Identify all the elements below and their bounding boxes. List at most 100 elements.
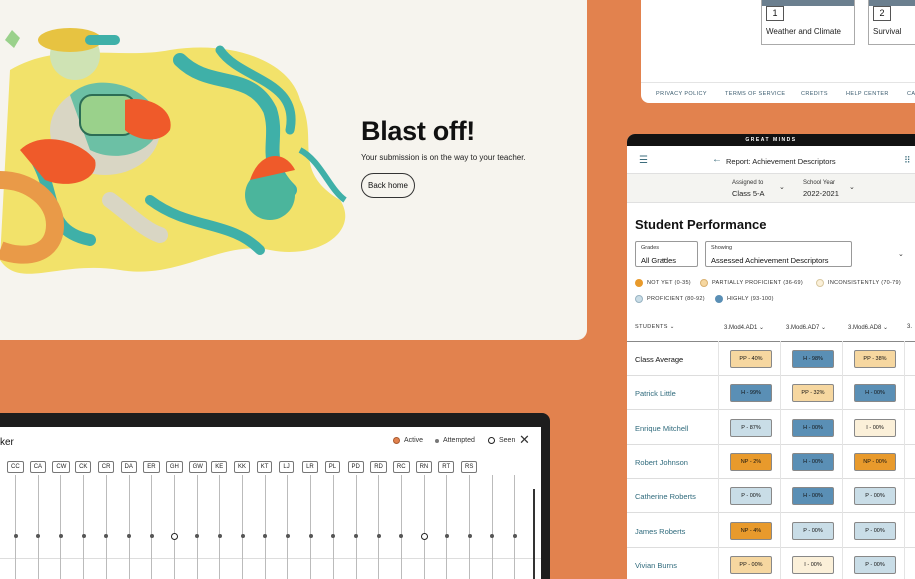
attempted-marker[interactable] [308,534,313,538]
score-badge[interactable]: P - 00% [730,487,772,506]
legend-label: NOT YET (0-35) [647,280,691,286]
letter-chip[interactable]: LR [302,461,318,473]
letter-chip[interactable]: RD [370,461,387,473]
score-badge[interactable]: H - 00% [792,452,834,471]
letter-chip[interactable]: RS [461,461,478,473]
attempted-marker[interactable] [13,534,18,538]
score-badge[interactable]: H - 99% [730,384,772,403]
letter-chip[interactable]: KE [211,461,228,473]
letter-chip[interactable]: KT [256,461,273,473]
score-badge[interactable]: P - 00% [854,487,896,506]
chevron-down-icon: ⌄ [821,325,827,331]
letter-chip[interactable]: CA [29,461,47,473]
attempted-marker[interactable] [127,534,131,538]
letter-chip[interactable]: RN [415,461,433,473]
score-badge[interactable]: PP - 00% [730,555,772,574]
apps-grid-icon[interactable]: ⠿ [904,155,911,165]
attempted-marker[interactable] [104,534,109,538]
attempted-marker[interactable] [399,534,404,538]
chevron-down-icon[interactable]: ⌄ [779,184,785,191]
score-badge[interactable]: P - 00% [854,555,896,574]
close-icon[interactable]: ✕ [519,432,530,447]
module-tile[interactable]: 2 Survival [868,0,915,45]
score-badge[interactable]: NP - 2% [730,452,772,471]
student-name-link[interactable]: James Roberts [635,526,686,536]
student-name-link[interactable]: Vivian Burns [635,560,677,570]
showing-select[interactable]: Showing Assessed Achievement Descriptors [705,241,852,267]
attempted-marker[interactable] [490,534,495,538]
column-header[interactable]: 3.Mod6.AD8 ⌄ [848,324,888,331]
letter-chip[interactable]: LJ [279,461,294,473]
attempted-marker[interactable] [512,534,517,538]
attempted-marker[interactable] [36,534,41,538]
student-name-link[interactable]: Enrique Mitchell [635,423,689,433]
attempted-marker[interactable] [444,534,449,538]
attempted-marker[interactable] [195,534,200,538]
letter-chip[interactable]: CC [7,461,24,473]
assigned-value[interactable]: Class 5-A [732,189,765,198]
letter-chip[interactable]: DA [120,461,137,473]
footer-link-ca[interactable]: CA [907,91,915,97]
chevron-down-icon[interactable]: ⌄ [849,184,855,191]
chevron-down-icon: ⌄ [669,324,675,330]
letter-chip[interactable]: ER [143,461,160,473]
attempted-marker[interactable] [467,534,472,538]
score-badge[interactable]: NP - 4% [730,521,772,540]
score-badge[interactable]: H - 00% [792,487,834,506]
school-year-value[interactable]: 2022-2021 [803,189,839,198]
letter-chip[interactable]: CR [97,461,115,473]
seen-marker[interactable] [420,533,428,540]
score-badge[interactable]: P - 00% [792,521,834,540]
letter-chip[interactable]: RC [392,461,410,473]
letter-chip[interactable]: PL [324,461,341,473]
letter-chip[interactable]: CK [75,461,92,473]
attempted-marker[interactable] [263,534,268,538]
score-badge[interactable]: H - 98% [792,350,834,368]
credits-link[interactable]: CREDITS [801,91,828,97]
column-header[interactable]: 3. [907,324,912,330]
attempted-marker[interactable] [81,534,86,538]
attempted-marker[interactable] [217,534,222,538]
attempted-marker[interactable] [58,534,63,538]
back-home-button[interactable]: Back home [361,173,415,198]
attempted-marker[interactable] [149,534,154,538]
attempted-marker[interactable] [376,534,381,538]
score-badge[interactable]: I - 00% [792,555,834,574]
attempted-marker[interactable] [331,534,336,538]
score-badge[interactable]: PP - 40% [730,350,772,368]
student-name-link[interactable]: Patrick Little [635,389,676,399]
score-badge[interactable]: PP - 38% [854,350,896,368]
scrollbar[interactable] [533,489,535,579]
score-badge[interactable]: P - 87% [730,418,772,437]
grades-select[interactable]: Grades All Grades [635,241,698,267]
letter-chip[interactable]: PD [347,461,364,473]
chevron-down-icon[interactable]: ⌄ [661,255,667,262]
column-header[interactable]: 3.Mod4.AD1 ⌄ [724,324,764,331]
score-badge[interactable]: H - 00% [792,418,834,437]
score-badge[interactable]: PP - 32% [792,384,834,403]
attempted-marker[interactable] [354,534,358,538]
student-name-link[interactable]: Catherine Roberts [635,492,696,502]
module-tile[interactable]: 1 Weather and Climate [761,0,855,45]
attempted-marker[interactable] [240,534,245,538]
terms-of-service-link[interactable]: TERMS OF SERVICE [725,91,786,97]
letter-chip[interactable]: GW [188,461,207,473]
privacy-policy-link[interactable]: PRIVACY POLICY [656,91,707,97]
attempted-marker[interactable] [285,534,290,538]
letter-chip[interactable]: CW [52,461,71,473]
score-badge[interactable]: H - 00% [854,384,896,403]
student-name-link[interactable]: Robert Johnson [635,457,688,467]
menu-icon[interactable]: ☰ [639,155,648,166]
letter-chip[interactable]: GH [165,461,183,473]
chevron-down-icon[interactable]: ⌄ [898,251,904,258]
score-badge[interactable]: P - 00% [854,521,896,540]
column-header[interactable]: 3.Mod6.AD7 ⌄ [786,324,826,331]
students-column-header[interactable]: STUDENTS ⌄ [635,324,675,330]
back-arrow-icon[interactable]: ← [712,154,722,165]
letter-chip[interactable]: RT [438,461,455,473]
score-badge[interactable]: NP - 00% [854,452,896,471]
letter-chip[interactable]: KK [234,461,251,473]
help-center-link[interactable]: HELP CENTER [846,91,889,97]
seen-marker[interactable] [170,533,178,540]
score-badge[interactable]: I - 00% [854,418,896,437]
